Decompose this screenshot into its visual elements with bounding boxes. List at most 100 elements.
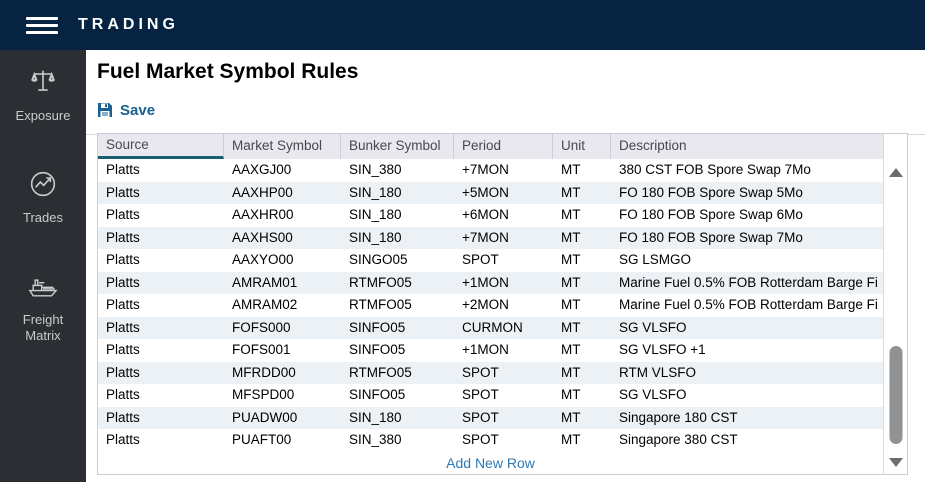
cell-period[interactable]: +7MON [462,229,509,245]
cell-bunker-symbol[interactable]: SIN_380 [349,162,402,177]
cell-period[interactable]: SPOT [462,364,499,380]
cell-bunker-symbol[interactable]: SIN_180 [349,229,402,245]
cell-source[interactable]: Platts [106,252,140,267]
add-new-row-link[interactable]: Add New Row [446,454,535,471]
table-row[interactable]: Platts AAXHR00 SIN_180 +6MON MT FO 180 F… [98,204,883,227]
sidebar-item-exposure[interactable]: Exposure [0,66,86,124]
column-header-period[interactable]: Period [454,134,553,159]
cell-period[interactable]: +1MON [462,342,509,357]
cell-source[interactable]: Platts [106,409,140,425]
table-row[interactable]: Platts PUAFT00 SIN_380 SPOT MT Singapore… [98,429,883,452]
cell-unit[interactable]: MT [561,319,581,335]
table-row[interactable]: Platts FOFS001 SINFO05 +1MON MT SG VLSFO… [98,339,883,362]
cell-market-symbol[interactable]: AAXHS00 [232,229,293,245]
cell-bunker-symbol[interactable]: SIN_180 [349,207,402,222]
cell-market-symbol[interactable]: AAXHP00 [232,184,293,200]
cell-bunker-symbol[interactable]: SINFO05 [349,342,406,357]
sidebar-item-freight-matrix[interactable]: Freight Matrix [0,270,86,344]
cell-market-symbol[interactable]: FOFS000 [232,319,291,335]
cell-period[interactable]: +6MON [462,207,509,222]
cell-market-symbol[interactable]: AAXHR00 [232,207,294,222]
cell-source[interactable]: Platts [106,364,140,380]
column-header-unit[interactable]: Unit [553,134,611,159]
cell-market-symbol[interactable]: MFSPD00 [232,387,295,402]
cell-description[interactable]: RTM VLSFO [619,364,697,380]
cell-description[interactable]: SG VLSFO [619,319,687,335]
table-row[interactable]: Platts AAXYO00 SINGO05 SPOT MT SG LSMGO [98,249,883,272]
cell-market-symbol[interactable]: AMRAM01 [232,274,298,290]
cell-description[interactable]: SG VLSFO [619,387,687,402]
cell-bunker-symbol[interactable]: RTMFO05 [349,274,412,290]
table-row[interactable]: Platts AMRAM01 RTMFO05 +1MON MT Marine F… [98,271,883,294]
cell-period[interactable]: CURMON [462,319,523,335]
scroll-up-arrow-icon[interactable] [888,168,903,177]
cell-source[interactable]: Platts [106,229,140,245]
cell-unit[interactable]: MT [561,229,581,245]
cell-source[interactable]: Platts [106,387,140,402]
cell-bunker-symbol[interactable]: SINFO05 [349,319,406,335]
hamburger-menu-icon[interactable] [26,13,58,38]
cell-source[interactable]: Platts [106,207,140,222]
scroll-down-arrow-icon[interactable] [888,458,903,467]
cell-description[interactable]: FO 180 FOB Spore Swap 7Mo [619,229,803,245]
cell-period[interactable]: SPOT [462,252,499,267]
cell-bunker-symbol[interactable]: SIN_180 [349,409,402,425]
cell-market-symbol[interactable]: MFRDD00 [232,364,296,380]
cell-source[interactable]: Platts [106,319,140,335]
cell-unit[interactable]: MT [561,274,581,290]
table-row[interactable]: Platts AAXHS00 SIN_180 +7MON MT FO 180 F… [98,226,883,249]
column-header-market-symbol[interactable]: Market Symbol [224,134,341,159]
cell-unit[interactable]: MT [561,162,581,177]
cell-description[interactable]: Marine Fuel 0.5% FOB Rotterdam Barge Fi [619,274,878,290]
table-row[interactable]: Platts PUADW00 SIN_180 SPOT MT Singapore… [98,406,883,429]
cell-market-symbol[interactable]: PUADW00 [232,409,298,425]
cell-unit[interactable]: MT [561,387,581,402]
cell-market-symbol[interactable]: FOFS001 [232,342,291,357]
sidebar-item-trades[interactable]: Trades [0,168,86,226]
cell-source[interactable]: Platts [106,162,140,177]
cell-period[interactable]: +2MON [462,297,509,312]
cell-market-symbol[interactable]: AAXGJ00 [232,162,292,177]
cell-period[interactable]: +5MON [462,184,509,200]
table-row[interactable]: Platts AAXHP00 SIN_180 +5MON MT FO 180 F… [98,181,883,204]
table-row[interactable]: Platts MFSPD00 SINFO05 SPOT MT SG VLSFO [98,384,883,407]
cell-source[interactable]: Platts [106,184,140,200]
table-row[interactable]: Platts AAXGJ00 SIN_380 +7MON MT 380 CST … [98,159,883,182]
cell-source[interactable]: Platts [106,274,140,290]
cell-market-symbol[interactable]: AMRAM02 [232,297,298,312]
cell-source[interactable]: Platts [106,432,140,447]
scrollbar-thumb[interactable] [889,346,902,444]
cell-bunker-symbol[interactable]: RTMFO05 [349,297,412,312]
table-scrollbar[interactable] [883,134,907,474]
save-button[interactable]: Save [97,102,155,119]
cell-unit[interactable]: MT [561,409,581,425]
table-row[interactable]: Platts FOFS000 SINFO05 CURMON MT SG VLSF… [98,316,883,339]
column-header-bunker-symbol[interactable]: Bunker Symbol [341,134,454,159]
cell-unit[interactable]: MT [561,184,581,200]
cell-period[interactable]: SPOT [462,432,499,447]
cell-description[interactable]: FO 180 FOB Spore Swap 6Mo [619,207,803,222]
cell-description[interactable]: Marine Fuel 0.5% FOB Rotterdam Barge Fi [619,297,878,312]
cell-market-symbol[interactable]: PUAFT00 [232,432,292,447]
table-row[interactable]: Platts AMRAM02 RTMFO05 +2MON MT Marine F… [98,294,883,317]
cell-description[interactable]: SG LSMGO [619,252,692,267]
cell-unit[interactable]: MT [561,342,581,357]
cell-market-symbol[interactable]: AAXYO00 [232,252,294,267]
cell-bunker-symbol[interactable]: SINFO05 [349,387,406,402]
cell-description[interactable]: FO 180 FOB Spore Swap 5Mo [619,184,803,200]
table-row[interactable]: Platts MFRDD00 RTMFO05 SPOT MT RTM VLSFO [98,361,883,384]
cell-bunker-symbol[interactable]: SIN_180 [349,184,402,200]
cell-unit[interactable]: MT [561,364,581,380]
cell-period[interactable]: SPOT [462,409,499,425]
cell-period[interactable]: +7MON [462,162,509,177]
cell-description[interactable]: 380 CST FOB Spore Swap 7Mo [619,162,811,177]
cell-description[interactable]: Singapore 180 CST [619,409,738,425]
cell-source[interactable]: Platts [106,342,140,357]
cell-unit[interactable]: MT [561,252,581,267]
cell-bunker-symbol[interactable]: RTMFO05 [349,364,412,380]
cell-unit[interactable]: MT [561,207,581,222]
cell-bunker-symbol[interactable]: SIN_380 [349,432,402,447]
cell-source[interactable]: Platts [106,297,140,312]
column-header-source[interactable]: Source [98,134,224,159]
cell-description[interactable]: Singapore 380 CST [619,432,738,447]
